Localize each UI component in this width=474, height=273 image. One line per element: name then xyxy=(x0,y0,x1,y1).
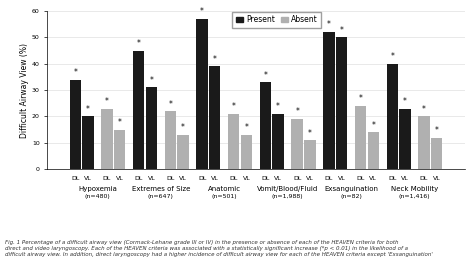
Text: *: * xyxy=(86,105,90,114)
Text: *: * xyxy=(359,94,363,103)
Text: Neck Mobility: Neck Mobility xyxy=(391,186,438,192)
Text: *: * xyxy=(245,123,248,132)
Text: *: * xyxy=(371,121,375,130)
Bar xyxy=(228,114,239,169)
Text: (n=480): (n=480) xyxy=(84,194,110,199)
Text: *: * xyxy=(200,7,204,16)
Bar xyxy=(164,111,176,169)
Text: *: * xyxy=(118,118,122,127)
Text: *: * xyxy=(264,70,267,79)
Bar xyxy=(260,82,271,169)
Text: Hypoxemia: Hypoxemia xyxy=(78,186,117,192)
Bar xyxy=(101,109,113,169)
Text: *: * xyxy=(435,126,438,135)
Text: *: * xyxy=(403,97,407,106)
Text: Vomit/Blood/Fluid: Vomit/Blood/Fluid xyxy=(257,186,318,192)
Text: *: * xyxy=(295,108,299,117)
Text: Exsanguination: Exsanguination xyxy=(324,186,378,192)
Bar xyxy=(146,87,157,169)
Text: *: * xyxy=(232,102,236,111)
Bar xyxy=(336,37,347,169)
Text: *: * xyxy=(276,102,280,111)
Text: *: * xyxy=(308,129,312,138)
Text: *: * xyxy=(73,68,77,77)
Text: *: * xyxy=(168,100,173,109)
Text: Extremes of Size: Extremes of Size xyxy=(132,186,190,192)
Bar xyxy=(70,79,81,169)
Bar xyxy=(355,106,366,169)
Text: (n=647): (n=647) xyxy=(148,194,174,199)
Text: (n=1,416): (n=1,416) xyxy=(399,194,430,199)
Text: *: * xyxy=(105,97,109,106)
Bar xyxy=(133,51,145,169)
Bar xyxy=(273,114,284,169)
Text: *: * xyxy=(213,55,217,64)
Text: (n=501): (n=501) xyxy=(211,194,237,199)
Text: *: * xyxy=(149,76,153,85)
Bar xyxy=(418,117,429,169)
Bar xyxy=(114,130,125,169)
Text: *: * xyxy=(422,105,426,114)
Text: (n=82): (n=82) xyxy=(340,194,362,199)
Y-axis label: Difficult Airway View (%): Difficult Airway View (%) xyxy=(20,43,29,138)
Bar xyxy=(241,135,252,169)
Bar xyxy=(304,140,316,169)
Text: *: * xyxy=(137,39,141,48)
Text: Fig. 1 Percentage of a difficult airway view (Cormack-Lehane grade III or IV) in: Fig. 1 Percentage of a difficult airway … xyxy=(5,240,433,257)
Bar xyxy=(82,117,94,169)
Bar xyxy=(323,32,335,169)
Text: *: * xyxy=(181,123,185,132)
Bar xyxy=(292,119,303,169)
Text: (n=1,988): (n=1,988) xyxy=(272,194,303,199)
Bar xyxy=(431,138,442,169)
Bar xyxy=(367,132,379,169)
Bar xyxy=(209,66,220,169)
Bar xyxy=(196,19,208,169)
Bar xyxy=(387,64,398,169)
Text: *: * xyxy=(339,26,344,35)
Text: *: * xyxy=(327,20,331,29)
Bar xyxy=(399,109,410,169)
Text: Anatomic: Anatomic xyxy=(208,186,241,192)
Bar xyxy=(177,135,189,169)
Text: *: * xyxy=(390,52,394,61)
Legend: Present, Absent: Present, Absent xyxy=(232,11,321,28)
